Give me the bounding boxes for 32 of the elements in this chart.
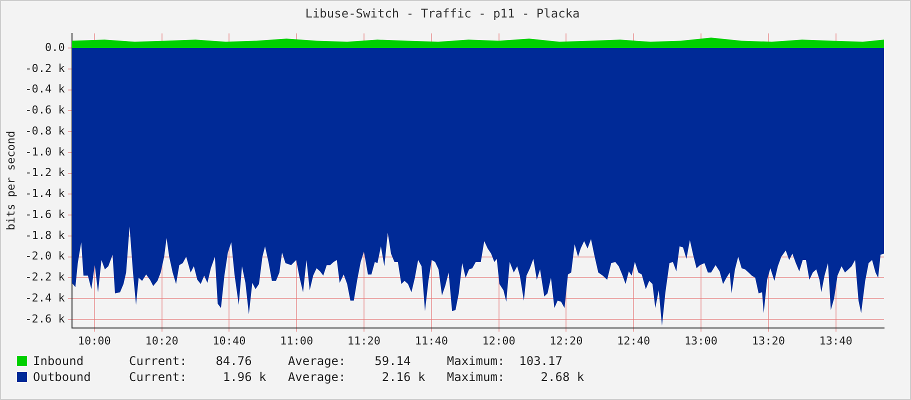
y-tick-label: 0.0 — [45, 40, 65, 54]
chart-title: Libuse-Switch - Traffic - p11 - Placka — [305, 6, 580, 20]
x-tick-label: 11:00 — [280, 334, 314, 348]
x-tick-label: 10:40 — [212, 334, 246, 348]
y-axis-title: bits per second — [4, 130, 18, 230]
legend-label: Inbound — [33, 354, 85, 368]
x-tick-label: 13:40 — [819, 334, 852, 348]
y-tick-label: -0.4 k — [25, 82, 66, 96]
x-tick-label: 12:00 — [482, 334, 516, 348]
y-tick-label: -2.4 k — [25, 291, 66, 304]
y-tick-label: -0.2 k — [25, 62, 66, 75]
y-tick-label: -0.8 k — [25, 124, 66, 138]
y-tick-label: -1.0 k — [25, 145, 66, 158]
x-tick-label: 12:20 — [550, 334, 583, 348]
y-tick-label: -2.6 k — [25, 312, 66, 326]
y-tick-label: -1.2 k — [25, 166, 66, 180]
x-tick-label: 10:20 — [145, 334, 178, 348]
legend-label: Outbound — [33, 370, 92, 384]
x-tick-label: 12:40 — [617, 334, 650, 348]
y-tick-label: -1.4 k — [25, 187, 66, 200]
x-tick-label: 11:20 — [347, 334, 381, 348]
y-tick-label: -1.6 k — [25, 208, 66, 221]
x-tick-label: 11:40 — [414, 334, 448, 348]
x-tick-label: 10:00 — [78, 334, 111, 348]
y-tick-label: -2.2 k — [25, 270, 66, 284]
x-tick-label: 13:00 — [684, 334, 718, 348]
y-tick-label: -1.8 k — [25, 228, 66, 242]
y-tick-label: -2.0 k — [25, 250, 66, 263]
text: Current: 1.96 k Average: 2.16 k Maximum: 2.68 k — [129, 370, 584, 384]
x-tick-label: 13:20 — [752, 334, 785, 348]
y-tick-label: -0.6 k — [25, 104, 66, 117]
text: Current: 84.76 Average: 59.14 Maximum: 103.17 — [129, 354, 562, 368]
